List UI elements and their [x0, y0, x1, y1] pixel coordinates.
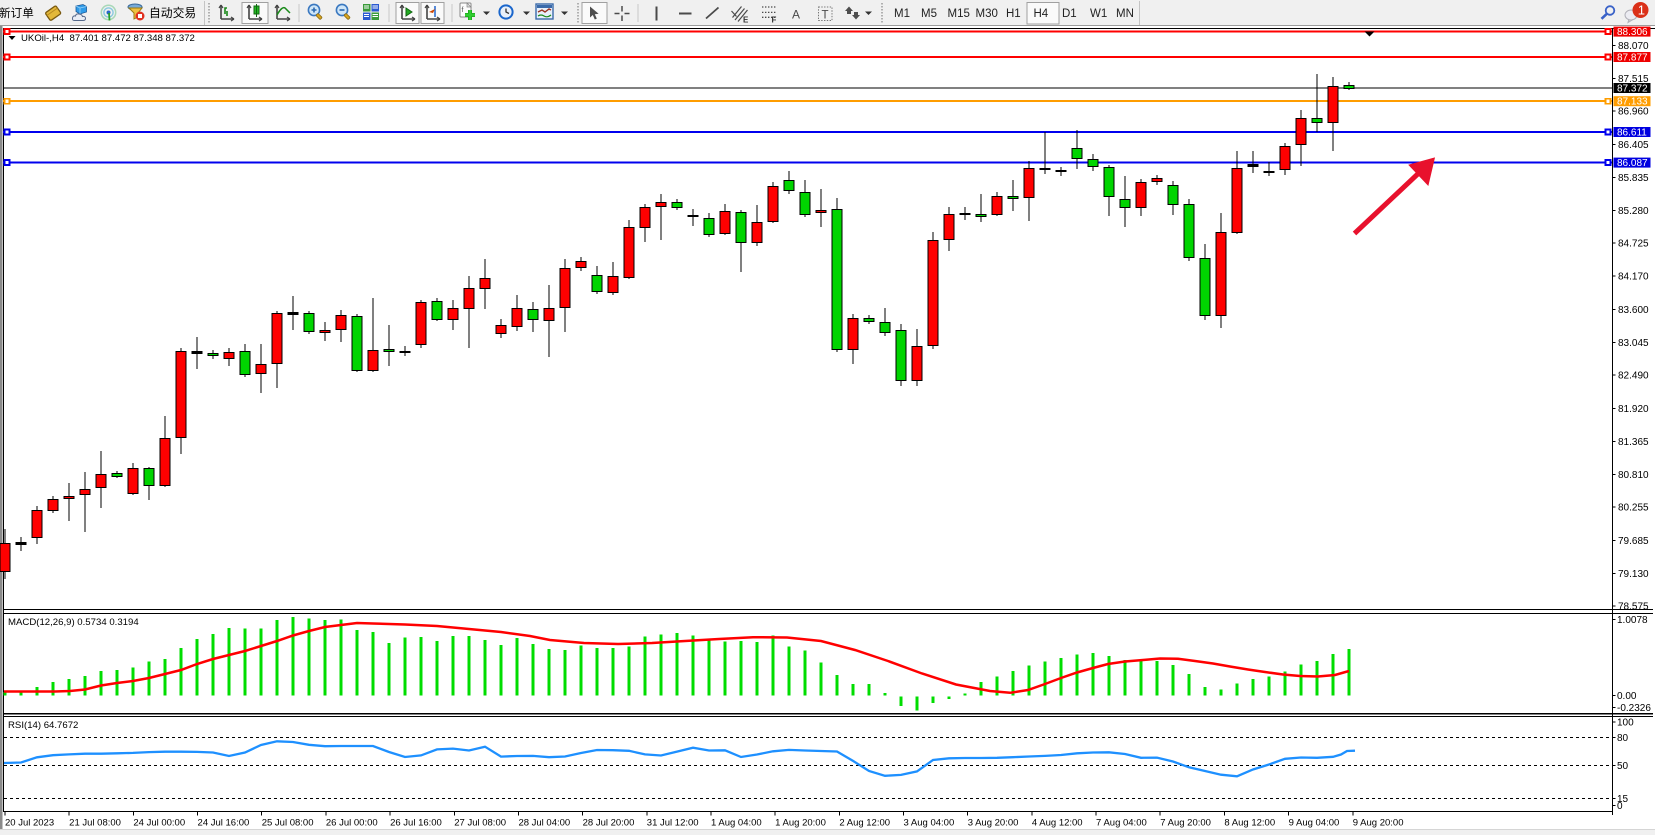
svg-text:9 Aug 20:00: 9 Aug 20:00: [1353, 818, 1404, 829]
svg-text:T: T: [822, 10, 829, 22]
svg-text:83.600: 83.600: [1618, 305, 1649, 316]
svg-text:2 Aug 12:00: 2 Aug 12:00: [839, 818, 890, 829]
svg-text:81.365: 81.365: [1618, 437, 1649, 448]
svg-text:83.045: 83.045: [1618, 338, 1649, 349]
svg-text:86.960: 86.960: [1618, 107, 1649, 118]
svg-text:D1: D1: [1062, 8, 1077, 20]
svg-text:MACD(12,26,9) 0.5734 0.3194: MACD(12,26,9) 0.5734 0.3194: [8, 617, 139, 628]
svg-text:E: E: [743, 16, 749, 25]
svg-text:100: 100: [1617, 718, 1634, 729]
svg-text:1 Aug 20:00: 1 Aug 20:00: [775, 818, 826, 829]
svg-text:87.133: 87.133: [1617, 97, 1648, 108]
svg-text:78.575: 78.575: [1618, 602, 1649, 613]
svg-text:82.490: 82.490: [1618, 371, 1649, 382]
svg-text:86.611: 86.611: [1617, 128, 1647, 139]
svg-text:H4: H4: [1034, 8, 1049, 20]
svg-text:79.130: 79.130: [1618, 569, 1649, 580]
svg-text:UKOil-,H4 87.401 87.472 87.34: UKOil-,H4 87.401 87.472 87.348 87.372: [21, 33, 195, 44]
svg-text:85.280: 85.280: [1618, 206, 1649, 217]
svg-text:3 Aug 20:00: 3 Aug 20:00: [968, 818, 1019, 829]
svg-text:8 Aug 12:00: 8 Aug 12:00: [1224, 818, 1275, 829]
svg-text:0.00: 0.00: [1617, 691, 1637, 702]
svg-text:-0.2326: -0.2326: [1617, 703, 1651, 714]
svg-text:88.306: 88.306: [1617, 27, 1648, 38]
svg-text:28 Jul 20:00: 28 Jul 20:00: [583, 818, 635, 829]
svg-text:50: 50: [1617, 761, 1629, 772]
svg-text:86.087: 86.087: [1617, 158, 1648, 169]
svg-text:W1: W1: [1090, 8, 1107, 20]
svg-text:84.170: 84.170: [1618, 271, 1649, 282]
svg-text:86.405: 86.405: [1618, 140, 1649, 151]
svg-text:26 Jul 00:00: 26 Jul 00:00: [326, 818, 378, 829]
svg-text:9 Aug 04:00: 9 Aug 04:00: [1289, 818, 1340, 829]
svg-text:28 Jul 04:00: 28 Jul 04:00: [518, 818, 570, 829]
svg-text:80: 80: [1617, 733, 1629, 744]
svg-text:21 Jul 08:00: 21 Jul 08:00: [69, 818, 121, 829]
svg-text:87.877: 87.877: [1617, 53, 1648, 64]
svg-text:80.255: 80.255: [1618, 503, 1649, 514]
svg-text:新订单: 新订单: [0, 6, 34, 20]
svg-text:80.810: 80.810: [1618, 470, 1649, 481]
svg-text:H1: H1: [1006, 8, 1021, 20]
svg-text:MN: MN: [1116, 8, 1134, 20]
svg-text:81.920: 81.920: [1618, 404, 1649, 415]
svg-text:1 Aug 04:00: 1 Aug 04:00: [711, 818, 762, 829]
svg-text:24 Jul 00:00: 24 Jul 00:00: [133, 818, 185, 829]
svg-text:1: 1: [1638, 3, 1645, 18]
svg-text:87.372: 87.372: [1617, 84, 1648, 95]
svg-text:26 Jul 16:00: 26 Jul 16:00: [390, 818, 442, 829]
svg-text:25 Jul 08:00: 25 Jul 08:00: [262, 818, 314, 829]
svg-text:M15: M15: [948, 8, 970, 20]
svg-text:7 Aug 20:00: 7 Aug 20:00: [1160, 818, 1211, 829]
svg-text:15: 15: [1617, 794, 1629, 805]
svg-text:24 Jul 16:00: 24 Jul 16:00: [198, 818, 250, 829]
svg-text:7 Aug 04:00: 7 Aug 04:00: [1096, 818, 1147, 829]
svg-text:4 Aug 12:00: 4 Aug 12:00: [1032, 818, 1083, 829]
svg-text:F: F: [772, 16, 777, 25]
svg-text:0: 0: [1617, 801, 1623, 812]
svg-text:88.070: 88.070: [1618, 41, 1649, 52]
svg-text:M30: M30: [976, 8, 998, 20]
svg-text:M1: M1: [894, 8, 910, 20]
svg-text:M5: M5: [921, 8, 937, 20]
svg-text:84.725: 84.725: [1618, 239, 1649, 250]
svg-text:85.835: 85.835: [1618, 173, 1649, 184]
svg-text:A: A: [792, 8, 800, 22]
svg-text:27 Jul 08:00: 27 Jul 08:00: [454, 818, 506, 829]
svg-text:3 Aug 04:00: 3 Aug 04:00: [904, 818, 955, 829]
svg-text:31 Jul 12:00: 31 Jul 12:00: [647, 818, 699, 829]
svg-text:RSI(14) 64.7672: RSI(14) 64.7672: [8, 720, 78, 731]
svg-text:自动交易: 自动交易: [149, 6, 196, 20]
svg-text:87.515: 87.515: [1618, 74, 1649, 85]
svg-text:f: f: [462, 7, 464, 14]
svg-text:20 Jul 2023: 20 Jul 2023: [5, 818, 54, 829]
svg-text:79.685: 79.685: [1618, 536, 1649, 547]
svg-text:1.0078: 1.0078: [1617, 615, 1648, 626]
